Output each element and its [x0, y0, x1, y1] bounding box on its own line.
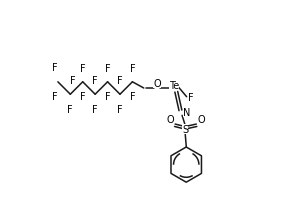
- Text: S: S: [182, 125, 188, 135]
- Text: F: F: [130, 92, 135, 102]
- Text: N: N: [183, 107, 190, 117]
- Text: F: F: [68, 104, 73, 114]
- Text: F: F: [70, 75, 75, 85]
- Text: F: F: [117, 75, 123, 85]
- Text: F: F: [80, 64, 86, 74]
- Text: F: F: [92, 75, 98, 85]
- Text: F: F: [52, 92, 58, 102]
- Text: F: F: [130, 64, 135, 74]
- Text: F: F: [52, 63, 58, 73]
- Text: Te: Te: [169, 81, 179, 90]
- Text: O: O: [167, 115, 174, 124]
- Text: F: F: [92, 104, 98, 114]
- Text: F: F: [105, 92, 110, 102]
- Text: F: F: [80, 92, 86, 102]
- Text: O: O: [197, 115, 205, 124]
- Text: O: O: [153, 78, 161, 88]
- Text: F: F: [188, 93, 194, 103]
- Text: F: F: [117, 104, 123, 114]
- Text: F: F: [105, 64, 110, 74]
